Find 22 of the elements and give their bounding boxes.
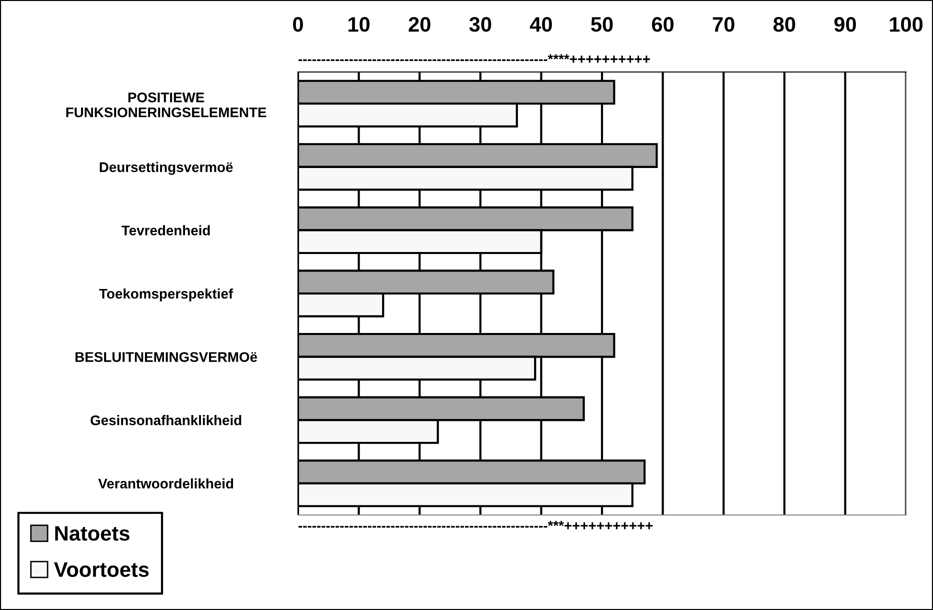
x-tick-label: 80 [773,17,796,32]
y-tick-label: BESLUITNEMINGSVERMOë [76,352,258,362]
y-tick-label: Toekomsperspektief [99,288,234,302]
x-tick-label: 70 [712,17,734,32]
y-tick-label: Tevredenheid [122,225,210,236]
legend-label: Voortoets [54,562,149,577]
x-tick-label: 30 [469,17,492,32]
x-tick-label: 0 [293,17,303,32]
legend-label: Natoets [55,526,130,541]
y-tick-label: Verantwoordelikheid [98,478,234,489]
x-tick-label: 100 [890,17,923,32]
x-tick-label: 90 [834,17,856,32]
text: ------------------------------------------------------****++++++++++ [298,54,650,63]
text: ------------------------------------------------------***+++++++++++ [298,520,653,530]
x-tick-label: 60 [652,17,674,32]
x-tick-label: 10 [348,17,370,32]
y-tick-label: Gesinsonafhanklikheid [90,415,242,426]
x-tick-label: 20 [408,17,430,32]
x-tick-label: 50 [591,17,613,32]
y-tick-label: Deursettingsvermoë [100,162,233,175]
x-tick-label: 40 [530,17,552,32]
y-tick-label: POSITIEWE FUNKSIONERINGSELEMENTE [66,92,266,118]
